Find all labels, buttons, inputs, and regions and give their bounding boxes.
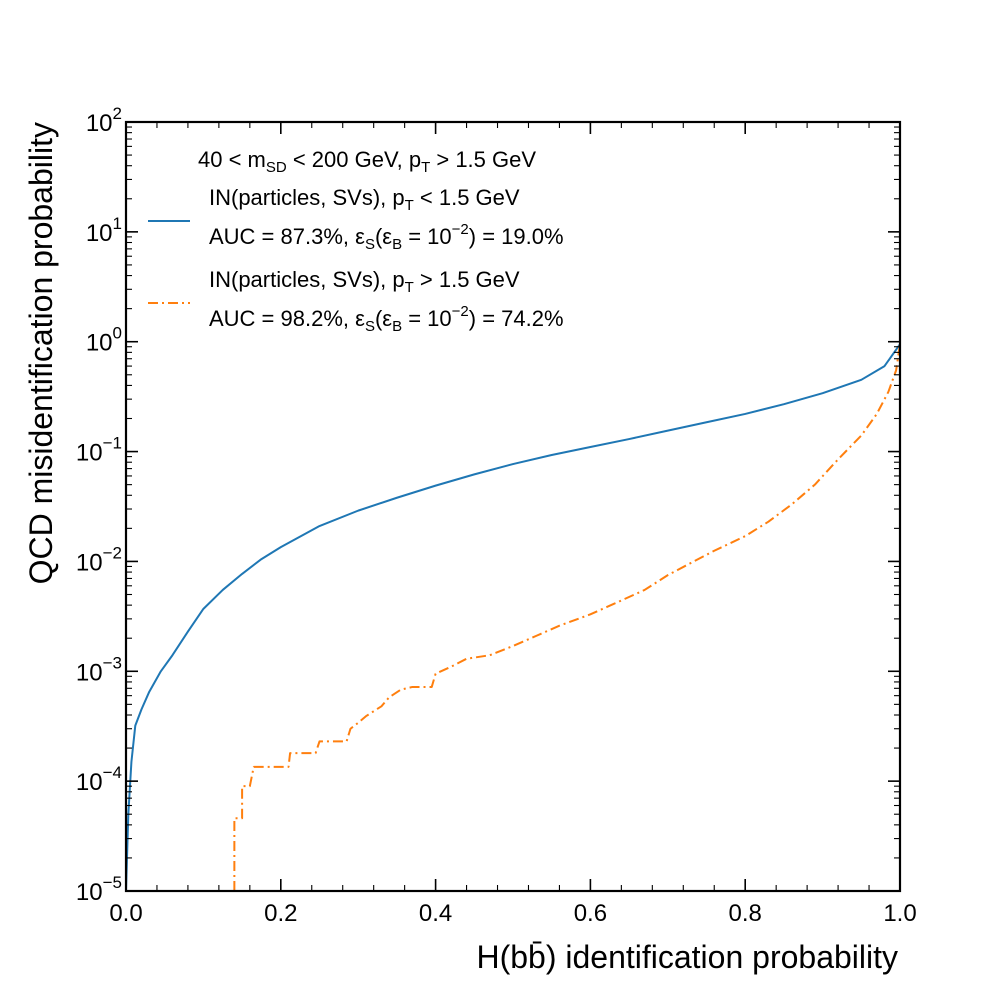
y-tick-label: 101	[86, 214, 122, 247]
y-tick-label: 10−5	[76, 873, 122, 906]
y-tick-label: 102	[86, 104, 122, 137]
y-tick-labels: 10−5 10−4 10−3 10−2 10−1 100 101 102	[76, 104, 122, 906]
roc-curve-0	[126, 343, 900, 891]
x-axis-label: H(bb̄) identification probability	[476, 939, 898, 975]
y-tick-label: 10−2	[76, 543, 122, 576]
legend: 40 < mSD < 200 GeV, pT > 1.5 GeV IN(part…	[148, 147, 564, 335]
legend-title: 40 < mSD < 200 GeV, pT > 1.5 GeV	[198, 147, 536, 176]
x-tick-label: 0.2	[264, 900, 297, 927]
x-tick-label: 0.6	[574, 900, 607, 927]
y-axis-label: QCD misidentification probability	[23, 122, 59, 584]
tick-marks	[125, 121, 901, 892]
x-tick-labels: 0.0 0.2 0.4 0.6 0.8 1.0	[109, 900, 916, 927]
curves-layer	[126, 343, 900, 891]
x-tick-label: 0.4	[419, 900, 452, 927]
x-tick-label: 0.0	[109, 900, 142, 927]
legend-label-high-pt: IN(particles, SVs), pT > 1.5 GeV	[209, 267, 520, 296]
x-tick-label: 1.0	[883, 900, 916, 927]
roc-curve-1	[233, 344, 900, 891]
legend-metrics-high-pt: AUC = 98.2%, εS(εB = 10−2) = 74.2%	[209, 303, 564, 335]
plot-frame	[124, 120, 902, 893]
x-tick-label: 0.8	[729, 900, 762, 927]
y-tick-label: 10−3	[76, 653, 122, 686]
y-tick-label: 10−1	[76, 434, 122, 467]
legend-label-low-pt: IN(particles, SVs), pT < 1.5 GeV	[209, 185, 520, 214]
legend-metrics-low-pt: AUC = 87.3%, εS(εB = 10−2) = 19.0%	[209, 221, 564, 253]
y-tick-label: 10−4	[76, 763, 122, 796]
y-tick-label: 100	[86, 324, 122, 357]
